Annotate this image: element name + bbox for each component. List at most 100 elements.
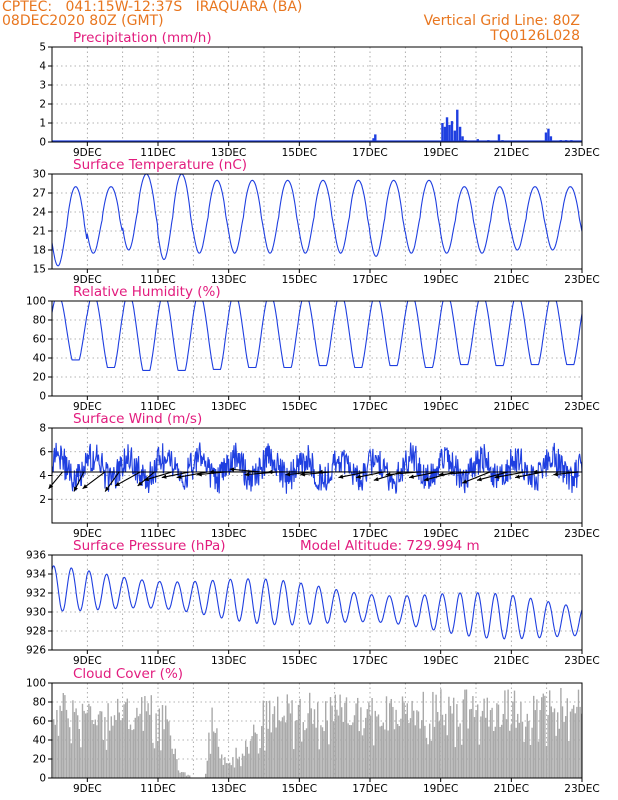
cloud-bar: [432, 691, 434, 778]
cloud-bar: [577, 689, 580, 778]
cloud-bar: [325, 701, 327, 778]
panel-precip: 0 1 2 3 4 5 9DEC 11DEC 13DEC 15DEC 17DEC 19DEC 21DEC…: [39, 30, 599, 159]
cloud-bar: [331, 705, 333, 778]
x-tick-label: 19DEC: [423, 274, 458, 286]
cloud-bar: [529, 744, 532, 778]
cloud-bar: [563, 721, 565, 778]
cloud-bar: [344, 702, 346, 778]
cloud-bar: [557, 712, 559, 778]
cloud-bar: [501, 724, 503, 778]
cloud-bar: [120, 720, 122, 778]
cloud-bar: [96, 725, 98, 778]
cloud-bar: [213, 731, 215, 778]
cloud-bar: [221, 754, 223, 778]
cloud-bar: [456, 704, 458, 778]
cloud-bar: [78, 728, 80, 778]
cloud-bar: [358, 731, 360, 778]
cloud-bar: [302, 722, 304, 778]
x-tick-label: 15DEC: [282, 528, 317, 540]
y-tick-label: 0: [39, 773, 46, 785]
cloud-bar: [134, 717, 136, 778]
x-tick-label: 15DEC: [282, 147, 317, 159]
cloud-bar: [107, 703, 109, 778]
x-tick-label: 21DEC: [494, 528, 529, 540]
wind-vector-head: [209, 469, 214, 475]
wind-vector-head: [494, 474, 500, 479]
y-tick-label: 932: [26, 588, 46, 600]
x-tick-label: 19DEC: [423, 528, 458, 540]
cloud-bar: [267, 728, 269, 778]
x-tick-label: 23DEC: [564, 655, 599, 667]
precip-bar: [441, 123, 444, 142]
cloud-bar: [153, 748, 156, 778]
panel-wind: 2 4 6 8 9DEC 11DEC 13DEC 15DEC 17DEC 19DEC 21DEC 23…: [39, 411, 599, 540]
y-tick-label: 926: [26, 645, 46, 657]
y-tick-label: 60: [33, 716, 46, 728]
wind-vector-head: [300, 472, 305, 477]
cloud-bar: [149, 714, 151, 778]
cloud-bar: [62, 693, 64, 778]
cloud-bar: [291, 700, 293, 778]
chart-header: CPTEC: 041:15W-12:37S IRAQUARA (BA) 08DE…: [0, 0, 618, 44]
cloud-bar: [382, 722, 384, 778]
precip-bar: [445, 117, 449, 142]
cloud-bar: [545, 746, 548, 778]
cloud-bar: [83, 710, 85, 778]
cloud-bar: [89, 706, 92, 778]
cloud-bar: [208, 732, 210, 778]
cloud-bar: [357, 697, 359, 778]
x-tick-label: 17DEC: [352, 528, 387, 540]
y-tick-label: 21: [33, 226, 46, 238]
precip-bar: [458, 126, 462, 142]
cloud-bar: [307, 713, 309, 778]
cloud-bar: [289, 713, 292, 778]
panel-title: Precipitation (mm/h): [73, 30, 212, 46]
cloud-bar: [70, 743, 72, 778]
cloud-bar: [155, 713, 157, 778]
wind-vector-head: [267, 469, 273, 475]
wind-vector-head: [438, 472, 444, 477]
cloud-bar: [453, 697, 455, 778]
cloud-bar: [161, 705, 164, 778]
cloud-bar: [555, 735, 557, 778]
panel-title: Relative Humidity (%): [73, 284, 221, 300]
cloud-bar: [297, 704, 300, 778]
cloud-bar: [232, 757, 234, 778]
cloud-bar: [547, 714, 549, 778]
cloud-bar: [525, 726, 527, 778]
cloud-bar: [293, 749, 295, 778]
x-tick-label: 23DEC: [564, 401, 599, 413]
cloud-bar: [424, 725, 426, 778]
cloud-bar: [408, 722, 410, 778]
cloud-bar: [390, 698, 392, 778]
wind-vector-head: [244, 472, 250, 477]
cloud-bar: [305, 728, 308, 778]
cloud-bar: [105, 749, 108, 778]
cloud-bar: [259, 748, 261, 778]
cloud-bar: [169, 735, 172, 778]
x-tick-label: 9DEC: [73, 401, 102, 413]
cloud-bar: [139, 713, 141, 778]
x-tick-label: 13DEC: [211, 147, 246, 159]
cloud-bar: [360, 707, 362, 778]
cloud-bar: [337, 715, 340, 778]
cloud-bar: [454, 747, 456, 778]
cloud-bar: [475, 710, 477, 778]
cloud-bar: [99, 711, 101, 778]
x-tick-label: 17DEC: [352, 655, 387, 667]
cloud-bar: [537, 741, 540, 778]
wind-vector: [476, 471, 508, 481]
cloud-bar: [233, 767, 236, 778]
cloud-bar: [416, 710, 418, 778]
x-tick-label: 19DEC: [423, 401, 458, 413]
cloud-bar: [421, 720, 423, 778]
y-tick-label: 0: [39, 391, 46, 403]
cloud-bar: [301, 741, 303, 778]
cloud-bar: [515, 727, 517, 778]
cloud-bar: [286, 694, 288, 778]
cloud-bar: [173, 753, 175, 778]
cloud-bar: [110, 716, 112, 778]
cloud-bar: [251, 736, 253, 778]
cloud-bar: [123, 704, 125, 778]
